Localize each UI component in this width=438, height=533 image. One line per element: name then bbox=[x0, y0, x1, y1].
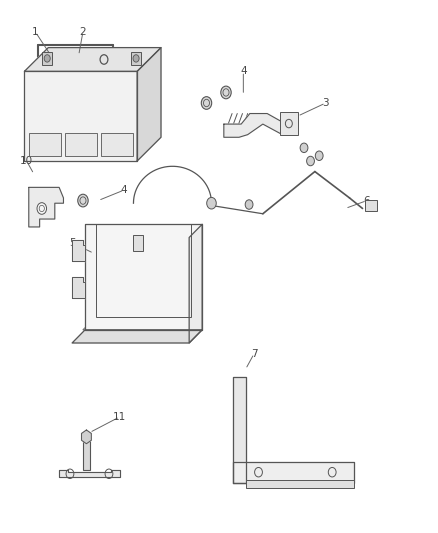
Polygon shape bbox=[189, 224, 202, 343]
Polygon shape bbox=[232, 462, 353, 483]
Circle shape bbox=[300, 143, 307, 152]
Bar bbox=[245, 480, 353, 488]
Bar bbox=[65, 133, 96, 156]
Bar bbox=[364, 199, 376, 211]
Circle shape bbox=[201, 96, 211, 109]
Bar bbox=[101, 133, 133, 156]
Bar bbox=[29, 133, 60, 156]
Circle shape bbox=[44, 55, 50, 62]
Circle shape bbox=[206, 197, 216, 209]
Circle shape bbox=[245, 200, 252, 209]
Text: 5: 5 bbox=[69, 238, 75, 248]
Polygon shape bbox=[72, 277, 85, 298]
Text: 4: 4 bbox=[240, 66, 246, 76]
Polygon shape bbox=[232, 377, 245, 483]
Circle shape bbox=[78, 194, 88, 207]
Bar bbox=[131, 52, 141, 64]
Text: 7: 7 bbox=[250, 349, 257, 359]
Polygon shape bbox=[72, 240, 85, 261]
Polygon shape bbox=[25, 47, 161, 71]
Circle shape bbox=[306, 156, 314, 166]
Polygon shape bbox=[223, 114, 297, 138]
Polygon shape bbox=[137, 47, 161, 161]
Circle shape bbox=[133, 55, 139, 62]
Bar bbox=[132, 235, 143, 251]
Circle shape bbox=[220, 86, 231, 99]
Text: 3: 3 bbox=[321, 98, 328, 108]
Text: 6: 6 bbox=[363, 196, 369, 206]
Polygon shape bbox=[85, 224, 202, 330]
Bar bbox=[279, 112, 297, 135]
Bar bbox=[83, 441, 90, 470]
Polygon shape bbox=[29, 188, 64, 227]
Text: 11: 11 bbox=[113, 412, 126, 422]
Text: 2: 2 bbox=[79, 27, 86, 37]
Circle shape bbox=[314, 151, 322, 160]
Text: 4: 4 bbox=[120, 185, 127, 195]
Bar bbox=[96, 224, 191, 317]
Polygon shape bbox=[72, 330, 202, 343]
Text: 1: 1 bbox=[32, 27, 39, 37]
Circle shape bbox=[37, 203, 46, 214]
Text: 10: 10 bbox=[20, 156, 33, 166]
Polygon shape bbox=[59, 470, 120, 478]
Polygon shape bbox=[81, 430, 91, 443]
Bar bbox=[42, 52, 52, 64]
Polygon shape bbox=[25, 71, 137, 161]
